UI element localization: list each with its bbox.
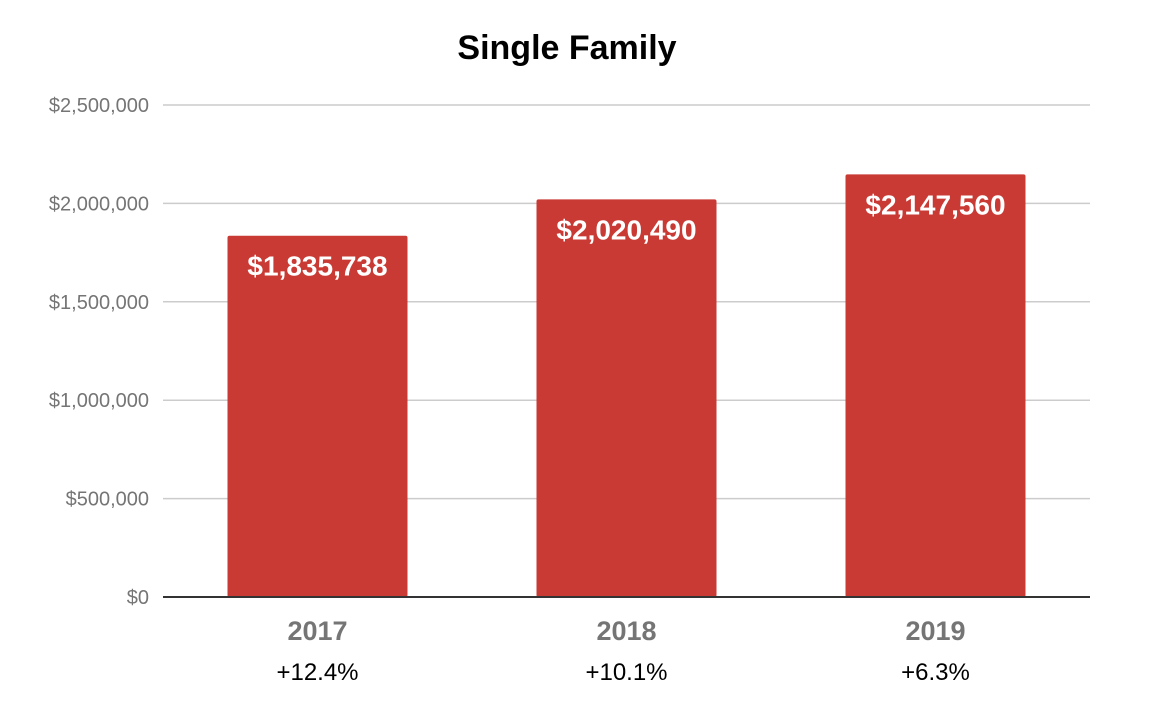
- x-tick-label: 2019: [905, 616, 965, 646]
- y-axis: $0 $500,000 $1,000,000 $1,500,000 $2,000,000…: [49, 95, 149, 609]
- change-labels: +12.4% +10.1% +6.3%: [276, 659, 969, 686]
- bar-value-label: $1,835,738: [247, 251, 387, 282]
- bar: [227, 235, 408, 598]
- y-tick-label: $1,000,000: [49, 390, 149, 412]
- bars: $1,835,738 $2,020,490 $2,147,560: [227, 174, 1026, 598]
- change-label: +12.4%: [276, 659, 358, 686]
- y-tick-label: $2,000,000: [49, 193, 149, 215]
- x-tick-label: 2018: [596, 616, 656, 646]
- x-tick-label: 2017: [287, 616, 347, 646]
- bar-value-label: $2,147,560: [865, 189, 1005, 220]
- y-tick-label: $1,500,000: [49, 292, 149, 314]
- y-tick-label: $500,000: [66, 489, 149, 511]
- bar-value-label: $2,020,490: [556, 214, 696, 245]
- y-tick-label: $0: [127, 587, 149, 609]
- change-label: +6.3%: [901, 659, 970, 686]
- y-tick-label: $2,500,000: [49, 95, 149, 117]
- bar: [536, 199, 717, 598]
- change-label: +10.1%: [585, 659, 667, 686]
- bar: [845, 174, 1026, 597]
- x-axis: 2017 2018 2019: [287, 616, 965, 646]
- chart-title: Single Family: [457, 29, 676, 67]
